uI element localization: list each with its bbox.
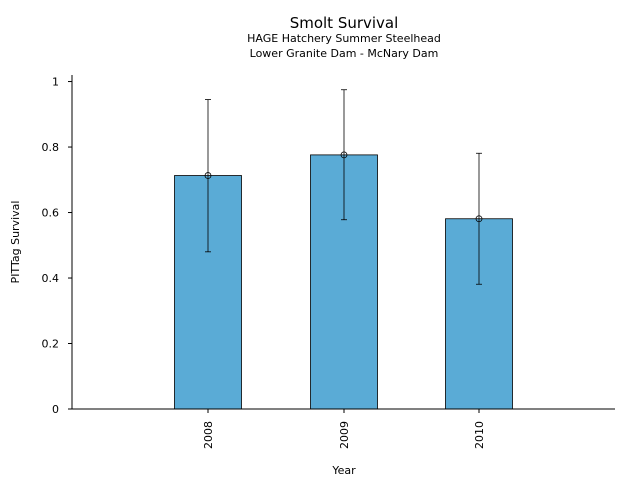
x-axis-ticks: 2008 2009 2010 <box>202 409 486 449</box>
y-tick-label: 0.8 <box>42 141 60 154</box>
x-tick-label: 2009 <box>338 421 351 449</box>
y-tick-label: 1 <box>52 76 59 89</box>
x-axis-label: Year <box>331 464 356 477</box>
x-tick-label: 2010 <box>473 421 486 449</box>
y-tick-label: 0.4 <box>42 272 60 285</box>
y-tick-label: 0 <box>52 403 59 416</box>
point-marker-2010 <box>475 215 483 223</box>
chart-subtitle-line-2: Lower Granite Dam - McNary Dam <box>250 47 439 60</box>
y-tick-label: 0.6 <box>42 207 60 220</box>
point-marker-2008 <box>204 172 212 179</box>
error-bars <box>204 89 483 285</box>
bars <box>174 154 513 410</box>
chart-subtitle-line-1: HAGE Hatchery Summer Steelhead <box>247 32 441 45</box>
y-tick-label: 0.2 <box>42 338 60 351</box>
chart-title: Smolt Survival <box>290 14 399 32</box>
y-axis-ticks: 0 0.2 0.4 0.6 0.8 1 <box>42 76 72 416</box>
point-marker-2009 <box>340 151 348 159</box>
y-axis-label: PITTag Survival <box>9 201 22 284</box>
x-tick-label: 2008 <box>202 421 215 449</box>
